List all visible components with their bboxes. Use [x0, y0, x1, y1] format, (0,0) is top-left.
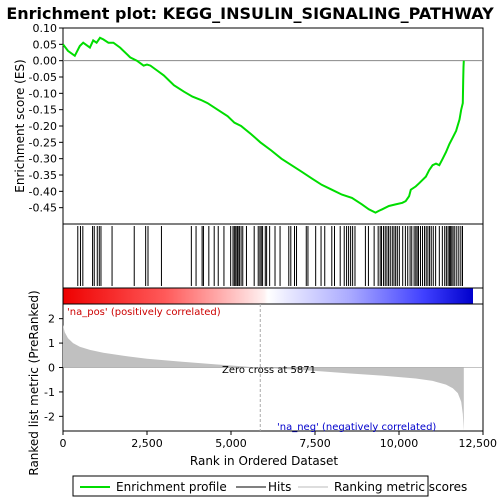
x-tick-label: 10,000 [380, 437, 419, 450]
x-axis: 0 2,500 5,000 7,500 10,000 12,500 [60, 431, 498, 450]
enrichment-profile-line [62, 36, 465, 214]
es-y-tick-label: 0.10 [33, 22, 58, 35]
es-y-axis-label: Enrichment score (ES) [13, 59, 27, 192]
es-y-tick-label: -0.35 [29, 169, 57, 182]
ranking-heat-strip [63, 288, 473, 304]
metric-y-axis-label: Ranked list metric (PreRanked) [27, 290, 41, 475]
metric-y-axis: 2 1 0 -1 -2 [44, 313, 63, 423]
metric-y-tick-label: 2 [48, 313, 55, 326]
es-y-tick-label: -0.45 [29, 202, 57, 215]
x-tick-label: 7,500 [299, 437, 331, 450]
es-y-tick-label: 0.05 [33, 38, 58, 51]
x-axis-label: Rank in Ordered Dataset [190, 454, 338, 468]
ranking-metric-area [63, 324, 464, 431]
hits-panel-frame [62, 223, 484, 289]
legend-box [72, 475, 429, 497]
es-y-tick-label: -0.30 [29, 153, 57, 166]
es-y-tick-label: -0.25 [29, 136, 57, 149]
es-y-tick-label: -0.20 [29, 120, 57, 133]
es-y-axis: 0.10 0.05 0.00 -0.05 -0.10 -0.15 -0.20 -0.25 -0.… [29, 22, 63, 215]
metric-y-tick-label: -1 [44, 386, 55, 399]
hits-marks [77, 226, 464, 286]
es-y-tick-label: -0.15 [29, 104, 57, 117]
x-tick-label: 2,500 [131, 437, 163, 450]
metric-y-tick-label: 1 [48, 337, 55, 350]
es-y-tick-label: 0.00 [33, 55, 58, 68]
zero-cross-label: Zero cross at 5871 [222, 365, 316, 376]
es-y-tick-label: -0.10 [29, 87, 57, 100]
es-y-tick-label: -0.05 [29, 71, 57, 84]
neg-correlated-label: 'na_neg' (negatively correlated) [277, 422, 436, 433]
metric-y-tick-label: -2 [44, 410, 55, 423]
legend-hits-label: Hits [268, 480, 291, 494]
chart-title: Enrichment plot: KEGG_INSULIN_SIGNALING_… [6, 4, 494, 23]
x-tick-label: 0 [60, 437, 67, 450]
es-y-tick-label: -0.40 [29, 185, 57, 198]
es-panel-frame [62, 27, 484, 225]
x-tick-label: 12,500 [459, 437, 498, 450]
x-tick-label: 5,000 [215, 437, 247, 450]
legend-metric-label: Ranking metric scores [334, 480, 467, 494]
pos-correlated-label: 'na_pos' (positively correlated) [67, 307, 221, 318]
legend-profile-label: Enrichment profile [116, 480, 227, 494]
metric-y-tick-label: 0 [48, 362, 55, 375]
